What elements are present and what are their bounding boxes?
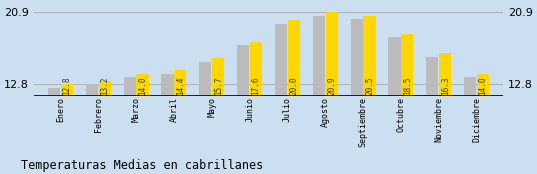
Bar [99, 81, 111, 174]
Bar [212, 58, 224, 174]
Bar [237, 45, 249, 174]
Bar [288, 20, 300, 174]
Text: 16.3: 16.3 [441, 77, 449, 95]
Bar [426, 57, 438, 174]
Text: 14.0: 14.0 [138, 77, 147, 95]
Text: 20.9: 20.9 [327, 77, 336, 95]
Text: 13.2: 13.2 [100, 77, 109, 95]
Bar [199, 62, 212, 174]
Bar [464, 77, 476, 174]
Text: 15.7: 15.7 [214, 77, 223, 95]
Bar [61, 84, 73, 174]
Bar [477, 74, 489, 174]
Bar [401, 34, 413, 174]
Text: 14.4: 14.4 [176, 77, 185, 95]
Bar [313, 16, 325, 174]
Bar [250, 42, 262, 174]
Text: 20.5: 20.5 [365, 77, 374, 95]
Bar [136, 74, 149, 174]
Bar [175, 70, 186, 174]
Text: 20.0: 20.0 [289, 77, 299, 95]
Bar [48, 88, 60, 174]
Bar [351, 19, 362, 174]
Bar [86, 84, 98, 174]
Text: 14.0: 14.0 [478, 77, 488, 95]
Bar [124, 77, 136, 174]
Text: 18.5: 18.5 [403, 77, 412, 95]
Text: Temperaturas Medias en cabrillanes: Temperaturas Medias en cabrillanes [21, 159, 264, 172]
Bar [439, 53, 451, 174]
Bar [275, 24, 287, 174]
Text: 12.8: 12.8 [62, 77, 71, 95]
Text: 17.6: 17.6 [251, 77, 260, 95]
Bar [388, 37, 401, 174]
Bar [162, 74, 173, 174]
Bar [325, 12, 338, 174]
Bar [364, 16, 375, 174]
